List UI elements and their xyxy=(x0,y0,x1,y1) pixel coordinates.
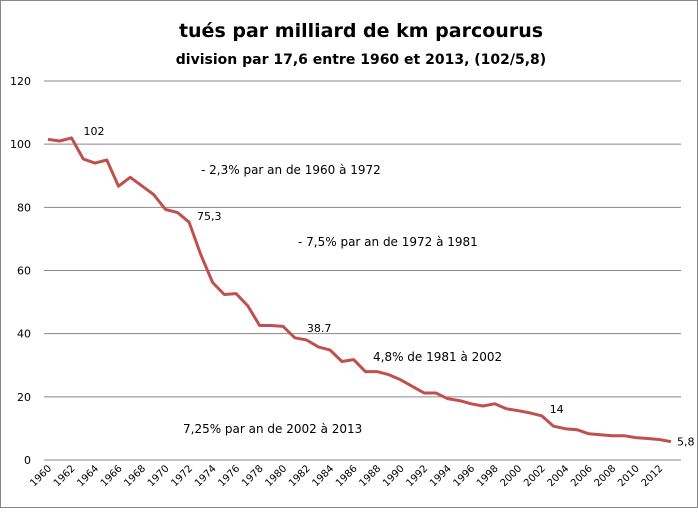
x-tick-label: 1970 xyxy=(146,463,172,489)
data-label: 102 xyxy=(84,125,105,138)
x-tick-label: 1994 xyxy=(428,463,454,489)
y-tick-label: 0 xyxy=(24,454,31,467)
x-tick-label: 1964 xyxy=(75,463,101,489)
data-label: 75,3 xyxy=(197,210,222,223)
y-tick-label: 20 xyxy=(17,391,31,404)
x-tick-label: 2004 xyxy=(546,463,572,489)
annotation-1960-1972: - 2,3% par an de 1960 à 1972 xyxy=(201,163,381,177)
annotation-1972-1981: - 7,5% par an de 1972 à 1981 xyxy=(298,235,478,249)
x-tick-label: 1960 xyxy=(28,463,54,489)
y-tick-label: 40 xyxy=(17,328,31,341)
x-tick-label: 2010 xyxy=(616,463,642,489)
annotation-1981-2002: 4,8% de 1981 à 2002 xyxy=(373,350,502,364)
x-tick-label: 1972 xyxy=(169,463,195,489)
x-tick-label: 1976 xyxy=(216,463,242,489)
data-label: 38.7 xyxy=(307,322,332,335)
data-label: 5,8 xyxy=(677,436,695,449)
annotation-2002-2013: 7,25% par an de 2002 à 2013 xyxy=(183,422,362,436)
x-tick-label: 1984 xyxy=(310,463,336,489)
x-tick-label: 1992 xyxy=(404,463,430,489)
series-line xyxy=(48,138,671,442)
y-tick-label: 80 xyxy=(17,201,31,214)
x-tick-label: 2012 xyxy=(640,463,666,489)
y-tick-label: 100 xyxy=(10,138,31,151)
data-label: 14 xyxy=(550,403,564,416)
x-tick-label: 2006 xyxy=(569,463,595,489)
x-tick-label: 2002 xyxy=(522,463,548,489)
x-tick-label: 1988 xyxy=(357,463,383,489)
x-tick-label: 1968 xyxy=(122,463,148,489)
y-tick-label: 120 xyxy=(10,75,31,88)
chart-subtitle: division par 17,6 entre 1960 et 2013, (1… xyxy=(176,52,546,68)
x-tick-label: 1996 xyxy=(452,463,478,489)
chart-title: tués par milliard de km parcourus xyxy=(179,20,543,42)
x-tick-label: 1978 xyxy=(240,463,266,489)
x-tick-label: 1986 xyxy=(334,463,360,489)
y-tick-label: 60 xyxy=(17,265,31,278)
x-tick-label: 2000 xyxy=(499,463,525,489)
x-tick-label: 1982 xyxy=(287,463,313,489)
x-tick-label: 2008 xyxy=(593,463,619,489)
x-tick-label: 1966 xyxy=(99,463,125,489)
x-tick-label: 1962 xyxy=(52,463,78,489)
x-tick-label: 1990 xyxy=(381,463,407,489)
x-tick-label: 1974 xyxy=(193,463,219,489)
x-tick-label: 1980 xyxy=(263,463,289,489)
x-tick-label: 1998 xyxy=(475,463,501,489)
